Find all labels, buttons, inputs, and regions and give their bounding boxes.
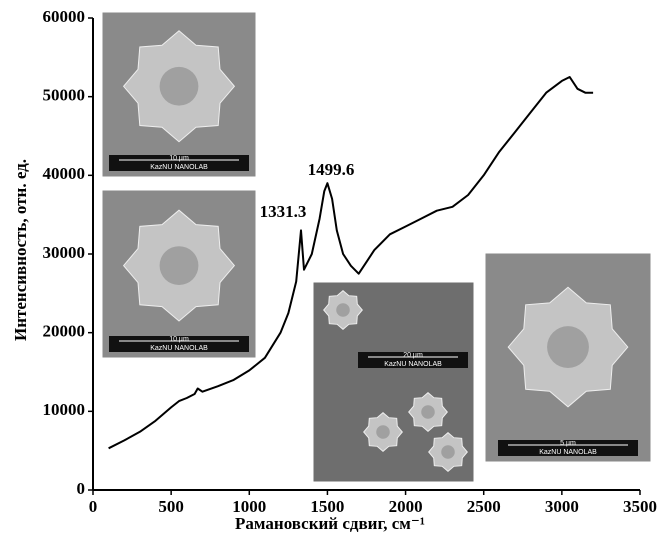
x-tick-label: 0: [89, 497, 98, 516]
y-tick-label: 10000: [43, 400, 86, 419]
peak-label: 1499.6: [308, 160, 355, 179]
lab-label: KazNU NANOLAB: [150, 164, 208, 171]
x-axis-title: Рамановский сдвиг, см⁻¹: [235, 514, 425, 533]
crystal-center: [547, 326, 589, 368]
x-tick-label: 500: [158, 497, 184, 516]
x-tick-label: 2000: [389, 497, 423, 516]
lab-label: KazNU NANOLAB: [384, 361, 442, 368]
y-tick-label: 60000: [43, 7, 86, 26]
crystal-center: [336, 303, 350, 317]
y-tick-label: 30000: [43, 243, 86, 262]
x-tick-label: 1500: [310, 497, 344, 516]
lab-label: KazNU NANOLAB: [150, 345, 208, 352]
crystal-center: [421, 405, 435, 419]
scale-label: 10 µm: [169, 155, 189, 162]
chart: Рамановский сдвиг, см⁻¹ Интенсивность, о…: [0, 0, 662, 539]
crystal-center: [160, 246, 199, 285]
crystal-center: [160, 67, 199, 106]
x-tick-label: 2500: [467, 497, 501, 516]
y-tick-label: 0: [77, 479, 86, 498]
y-tick-label: 50000: [43, 86, 86, 105]
y-tick-label: 40000: [43, 164, 86, 183]
crystal-center: [441, 445, 455, 459]
lab-label: KazNU NANOLAB: [539, 449, 597, 456]
peak-label: 1331.3: [260, 202, 307, 221]
x-tick-label: 3500: [623, 497, 657, 516]
crystal-center: [376, 425, 390, 439]
scale-label: 20 µm: [403, 352, 423, 359]
x-tick-label: 3000: [545, 497, 579, 516]
x-tick-label: 1000: [232, 497, 266, 516]
scale-label: 10 µm: [169, 336, 189, 343]
y-axis-title: Интенсивность, отн. ед.: [11, 159, 30, 341]
scale-label: 5 µm: [560, 440, 576, 447]
y-tick-label: 20000: [43, 322, 86, 341]
